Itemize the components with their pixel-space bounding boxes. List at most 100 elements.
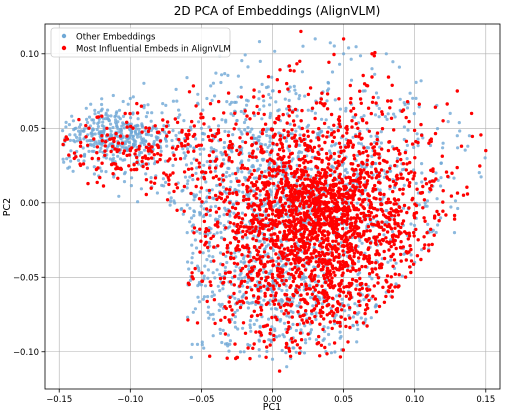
point-influential-embed bbox=[310, 148, 314, 152]
point-other-embedding bbox=[123, 158, 127, 162]
point-other-embedding bbox=[455, 134, 459, 138]
point-other-embedding bbox=[109, 122, 113, 126]
point-other-embedding bbox=[197, 300, 202, 304]
point-influential-embed bbox=[259, 308, 264, 312]
point-other-embedding bbox=[88, 142, 92, 146]
point-influential-embed bbox=[321, 288, 325, 293]
point-other-embedding bbox=[119, 137, 123, 141]
point-other-embedding bbox=[402, 183, 406, 187]
point-other-embedding bbox=[364, 317, 368, 321]
point-other-embedding bbox=[270, 89, 275, 93]
point-other-embedding bbox=[439, 184, 443, 188]
point-influential-embed bbox=[221, 281, 225, 285]
point-other-embedding bbox=[171, 129, 175, 133]
point-other-embedding bbox=[160, 111, 164, 115]
point-influential-embed bbox=[209, 170, 213, 174]
point-influential-embed bbox=[149, 156, 154, 160]
point-other-embedding bbox=[452, 231, 457, 235]
point-influential-embed bbox=[262, 284, 266, 288]
point-other-embedding bbox=[240, 211, 244, 215]
point-other-embedding bbox=[85, 139, 89, 143]
point-influential-embed bbox=[322, 121, 327, 126]
point-influential-embed bbox=[373, 50, 377, 55]
point-influential-embed bbox=[359, 203, 363, 207]
point-influential-embed bbox=[287, 108, 292, 112]
point-other-embedding bbox=[406, 128, 410, 132]
point-influential-embed bbox=[333, 177, 337, 181]
point-influential-embed bbox=[250, 172, 254, 176]
point-influential-embed bbox=[374, 169, 378, 173]
x-tick-label: −0.15 bbox=[46, 395, 72, 405]
point-influential-embed bbox=[221, 263, 225, 267]
point-other-embedding bbox=[328, 41, 332, 45]
point-influential-embed bbox=[270, 149, 274, 153]
point-influential-embed bbox=[340, 177, 344, 182]
point-influential-embed bbox=[420, 133, 424, 137]
point-influential-embed bbox=[243, 213, 248, 217]
point-other-embedding bbox=[192, 146, 196, 150]
point-influential-embed bbox=[284, 161, 288, 165]
x-tick-label: 0.15 bbox=[476, 395, 495, 405]
point-other-embedding bbox=[268, 143, 272, 147]
point-influential-embed bbox=[153, 124, 157, 128]
point-influential-embed bbox=[255, 273, 260, 277]
point-influential-embed bbox=[293, 242, 297, 246]
point-other-embedding bbox=[224, 191, 228, 195]
point-influential-embed bbox=[241, 182, 245, 187]
point-influential-embed bbox=[354, 122, 358, 126]
point-influential-embed bbox=[194, 104, 198, 108]
point-other-embedding bbox=[151, 126, 155, 130]
point-influential-embed bbox=[325, 352, 329, 356]
point-influential-embed bbox=[430, 179, 435, 183]
point-influential-embed bbox=[389, 244, 393, 249]
point-other-embedding bbox=[207, 125, 211, 129]
point-influential-embed bbox=[409, 247, 413, 252]
point-influential-embed bbox=[270, 200, 274, 204]
point-other-embedding bbox=[128, 140, 132, 145]
point-influential-embed bbox=[266, 281, 271, 286]
point-influential-embed bbox=[270, 128, 274, 132]
point-influential-embed bbox=[332, 123, 336, 128]
point-influential-embed bbox=[190, 119, 194, 124]
point-influential-embed bbox=[316, 264, 320, 268]
point-influential-embed bbox=[323, 168, 327, 172]
point-other-embedding bbox=[233, 269, 237, 273]
point-influential-embed bbox=[302, 161, 306, 165]
point-influential-embed bbox=[411, 196, 415, 201]
point-other-embedding bbox=[209, 146, 213, 150]
point-influential-embed bbox=[241, 235, 245, 239]
point-other-embedding bbox=[201, 297, 205, 301]
point-other-embedding bbox=[246, 126, 250, 130]
point-other-embedding bbox=[347, 46, 351, 50]
point-influential-embed bbox=[306, 134, 310, 138]
point-influential-embed bbox=[312, 200, 316, 205]
point-other-embedding bbox=[235, 119, 239, 123]
point-other-embedding bbox=[231, 133, 235, 137]
point-influential-embed bbox=[379, 207, 383, 212]
point-influential-embed bbox=[213, 134, 217, 139]
point-influential-embed bbox=[445, 102, 449, 106]
point-other-embedding bbox=[256, 147, 260, 151]
point-other-embedding bbox=[186, 147, 190, 151]
point-other-embedding bbox=[118, 157, 123, 161]
point-influential-embed bbox=[252, 342, 256, 346]
point-influential-embed bbox=[293, 232, 298, 237]
point-other-embedding bbox=[479, 175, 483, 179]
point-influential-embed bbox=[427, 243, 431, 247]
point-other-embedding bbox=[100, 102, 104, 107]
point-other-embedding bbox=[281, 299, 285, 303]
point-influential-embed bbox=[400, 222, 404, 226]
point-influential-embed bbox=[228, 295, 232, 300]
point-influential-embed bbox=[227, 146, 231, 150]
point-other-embedding bbox=[225, 170, 229, 174]
point-other-embedding bbox=[233, 187, 237, 192]
point-influential-embed bbox=[81, 162, 86, 166]
point-other-embedding bbox=[133, 129, 137, 134]
point-other-embedding bbox=[144, 172, 148, 176]
point-other-embedding bbox=[266, 252, 270, 256]
point-influential-embed bbox=[350, 119, 354, 123]
point-other-embedding bbox=[202, 274, 206, 278]
point-influential-embed bbox=[355, 279, 359, 283]
point-other-embedding bbox=[140, 122, 144, 126]
point-influential-embed bbox=[265, 323, 270, 327]
